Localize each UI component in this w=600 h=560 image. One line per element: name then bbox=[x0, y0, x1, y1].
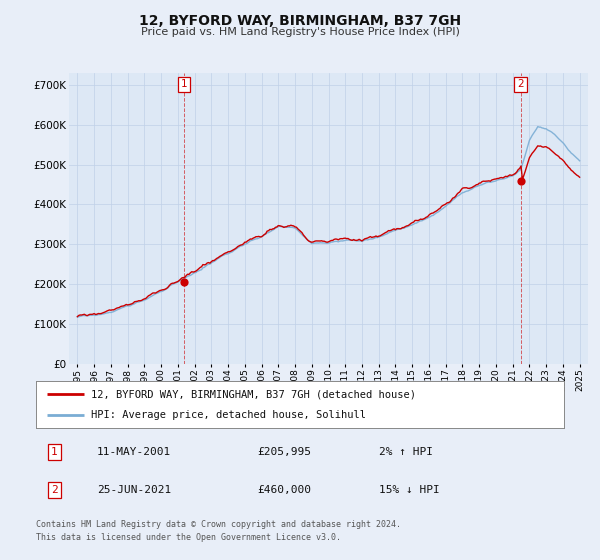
Text: HPI: Average price, detached house, Solihull: HPI: Average price, detached house, Soli… bbox=[91, 410, 367, 420]
Text: 2: 2 bbox=[51, 485, 58, 495]
Text: Contains HM Land Registry data © Crown copyright and database right 2024.: Contains HM Land Registry data © Crown c… bbox=[36, 520, 401, 529]
Text: 1: 1 bbox=[181, 80, 187, 90]
Text: 15% ↓ HPI: 15% ↓ HPI bbox=[379, 485, 440, 495]
Point bbox=[179, 277, 188, 286]
Text: £205,995: £205,995 bbox=[258, 447, 312, 457]
Text: 25-JUN-2021: 25-JUN-2021 bbox=[97, 485, 171, 495]
Text: £460,000: £460,000 bbox=[258, 485, 312, 495]
Text: 12, BYFORD WAY, BIRMINGHAM, B37 7GH: 12, BYFORD WAY, BIRMINGHAM, B37 7GH bbox=[139, 14, 461, 28]
Text: 2: 2 bbox=[517, 80, 524, 90]
Text: 1: 1 bbox=[51, 447, 58, 457]
Text: 2% ↑ HPI: 2% ↑ HPI bbox=[379, 447, 433, 457]
Point bbox=[516, 176, 526, 185]
Text: 11-MAY-2001: 11-MAY-2001 bbox=[97, 447, 171, 457]
Text: Price paid vs. HM Land Registry's House Price Index (HPI): Price paid vs. HM Land Registry's House … bbox=[140, 27, 460, 37]
Text: 12, BYFORD WAY, BIRMINGHAM, B37 7GH (detached house): 12, BYFORD WAY, BIRMINGHAM, B37 7GH (det… bbox=[91, 389, 416, 399]
Text: This data is licensed under the Open Government Licence v3.0.: This data is licensed under the Open Gov… bbox=[36, 533, 341, 542]
